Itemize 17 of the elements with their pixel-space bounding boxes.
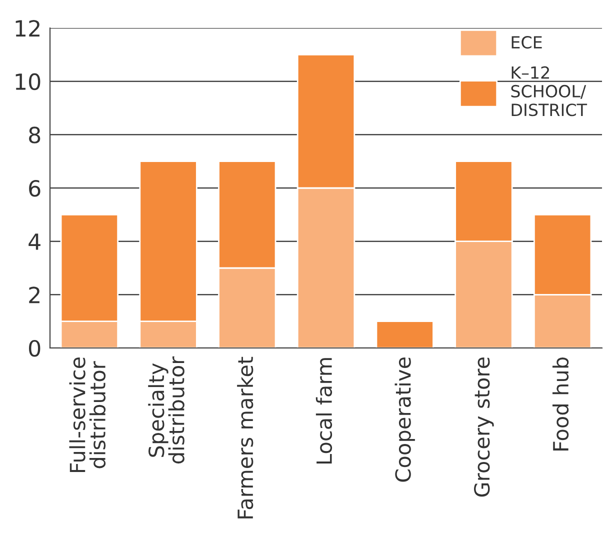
x-tick-label: Cooperative: [394, 357, 415, 482]
legend-label: K–12 SCHOOL/ DISTRICT: [511, 66, 588, 116]
x-tick-label: Specialty distributor: [148, 356, 184, 464]
bar: [376, 320, 434, 348]
y-tick-label: 2: [29, 286, 40, 304]
x-tick-label: Grocery store: [474, 357, 494, 497]
y-tick-label: 10: [16, 73, 40, 90]
y-tick-label: 4: [28, 234, 40, 250]
y-tick-label: 6: [29, 180, 40, 197]
x-tick-label: Food hub: [552, 357, 569, 450]
legend-label: ECE: [512, 36, 542, 49]
x-tick-label: Full-service distributor: [69, 357, 106, 472]
y-tick-label: 12: [16, 20, 40, 36]
x-tick-label: Local farm: [316, 358, 332, 464]
y-tick-label: 8: [29, 126, 40, 144]
y-tick-label: 0: [28, 340, 40, 357]
x-tick-label: Farmers market: [237, 356, 254, 518]
